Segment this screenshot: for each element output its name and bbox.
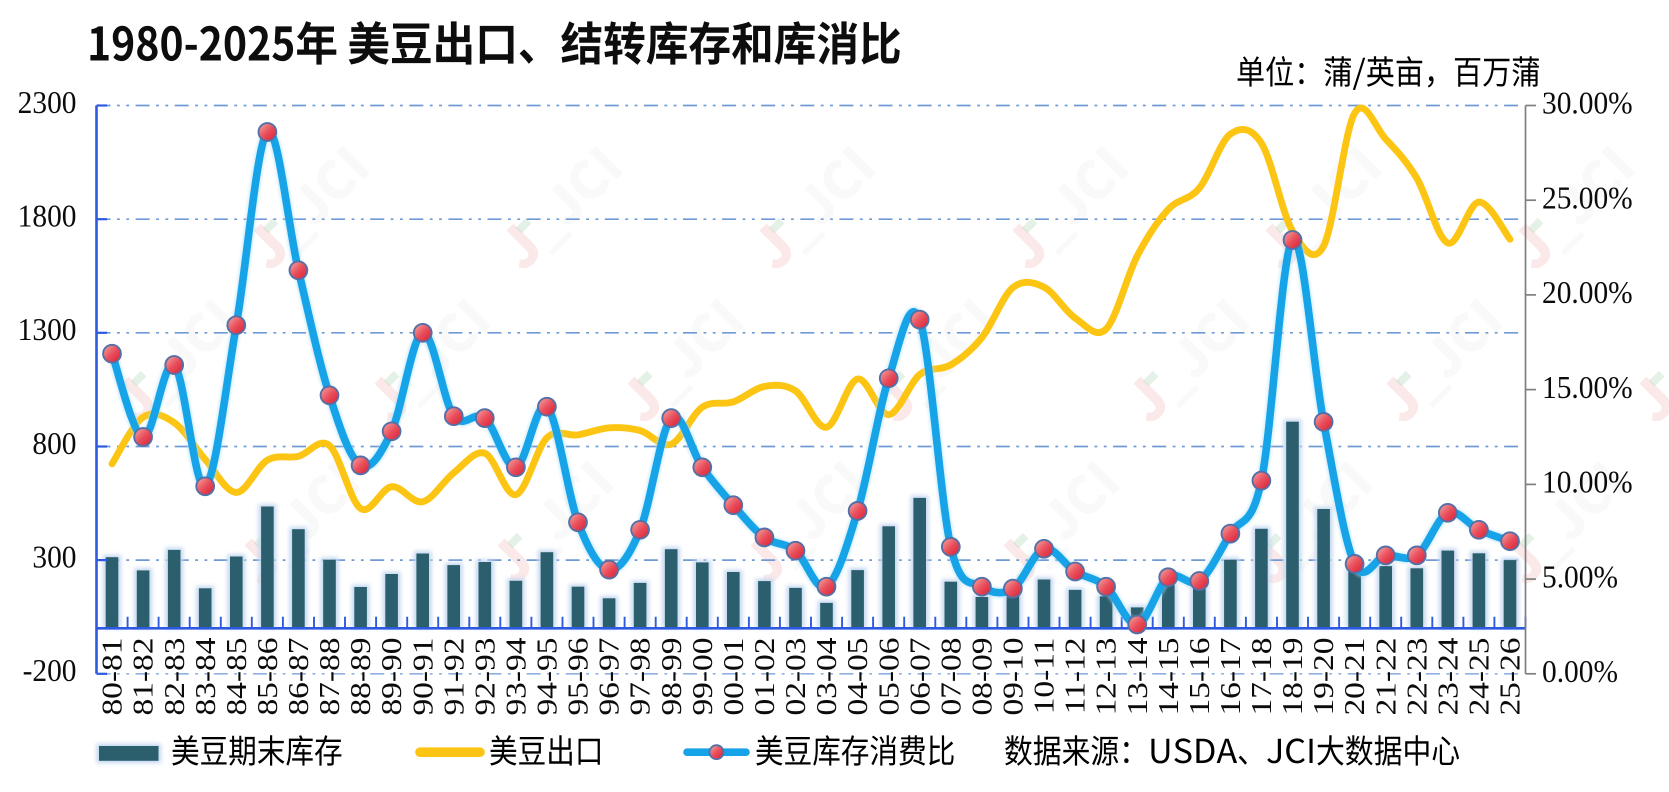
svg-text:81-82: 81-82 (127, 638, 159, 716)
svg-text:25-26: 25-26 (1494, 638, 1526, 716)
svg-text:10.00%: 10.00% (1542, 465, 1633, 500)
svg-text:91-92: 91-92 (438, 638, 470, 716)
svg-text:01-02: 01-02 (748, 638, 780, 716)
svg-text:23-24: 23-24 (1432, 637, 1464, 716)
svg-text:24-25: 24-25 (1463, 638, 1495, 716)
svg-text:10-11: 10-11 (1028, 638, 1060, 715)
svg-text:13-14: 13-14 (1121, 637, 1153, 716)
svg-text:1300: 1300 (18, 312, 77, 347)
svg-text:80-81: 80-81 (96, 638, 128, 716)
svg-text:15-16: 15-16 (1183, 638, 1215, 716)
svg-text:20.00%: 20.00% (1542, 275, 1633, 310)
svg-text:90-91: 90-91 (407, 638, 439, 716)
svg-text:84-85: 84-85 (220, 638, 252, 716)
svg-text:12-13: 12-13 (1090, 638, 1122, 716)
svg-text:05-06: 05-06 (873, 638, 905, 716)
svg-text:11-12: 11-12 (1059, 638, 1091, 715)
svg-text:82-83: 82-83 (158, 638, 190, 716)
svg-text:22-23: 22-23 (1401, 638, 1433, 716)
svg-text:800: 800 (32, 426, 76, 461)
svg-text:19-20: 19-20 (1307, 638, 1339, 716)
svg-text:1800: 1800 (18, 199, 77, 234)
svg-text:97-98: 97-98 (624, 638, 656, 716)
svg-text:98-99: 98-99 (655, 638, 687, 716)
svg-text:25.00%: 25.00% (1542, 181, 1633, 216)
svg-text:94-95: 94-95 (531, 638, 563, 716)
svg-text:86-87: 86-87 (282, 638, 314, 716)
svg-text:00-01: 00-01 (717, 638, 749, 716)
svg-text:99-00: 99-00 (686, 638, 718, 716)
svg-text:5.00%: 5.00% (1542, 559, 1618, 594)
svg-text:85-86: 85-86 (251, 638, 283, 716)
svg-text:08-09: 08-09 (966, 638, 998, 716)
svg-text:92-93: 92-93 (469, 638, 501, 716)
svg-text:96-97: 96-97 (593, 638, 625, 716)
svg-text:04-05: 04-05 (841, 638, 873, 716)
svg-text:95-96: 95-96 (562, 638, 594, 716)
svg-text:89-90: 89-90 (375, 638, 407, 716)
svg-text:14-15: 14-15 (1152, 638, 1184, 716)
svg-text:18-19: 18-19 (1276, 638, 1308, 716)
svg-text:20-21: 20-21 (1338, 638, 1370, 716)
svg-text:15.00%: 15.00% (1542, 370, 1633, 405)
svg-text:17-18: 17-18 (1245, 638, 1277, 716)
svg-text:02-03: 02-03 (779, 638, 811, 716)
svg-text:06-07: 06-07 (904, 638, 936, 716)
svg-text:300: 300 (32, 540, 76, 575)
svg-text:07-08: 07-08 (935, 638, 967, 716)
svg-text:16-17: 16-17 (1214, 638, 1246, 716)
svg-text:09-10: 09-10 (997, 638, 1029, 716)
svg-text:93-94: 93-94 (500, 637, 532, 716)
svg-text:88-89: 88-89 (344, 638, 376, 716)
svg-text:-200: -200 (23, 653, 77, 688)
svg-text:21-22: 21-22 (1370, 638, 1402, 716)
svg-text:0.00%: 0.00% (1542, 654, 1618, 689)
svg-text:87-88: 87-88 (313, 638, 345, 716)
svg-text:03-04: 03-04 (810, 637, 842, 716)
svg-text:83-84: 83-84 (189, 637, 221, 716)
svg-text:2300: 2300 (18, 85, 77, 120)
svg-text:30.00%: 30.00% (1542, 86, 1633, 121)
